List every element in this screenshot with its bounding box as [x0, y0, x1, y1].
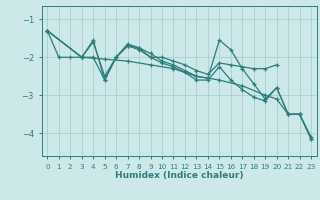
X-axis label: Humidex (Indice chaleur): Humidex (Indice chaleur): [115, 171, 244, 180]
